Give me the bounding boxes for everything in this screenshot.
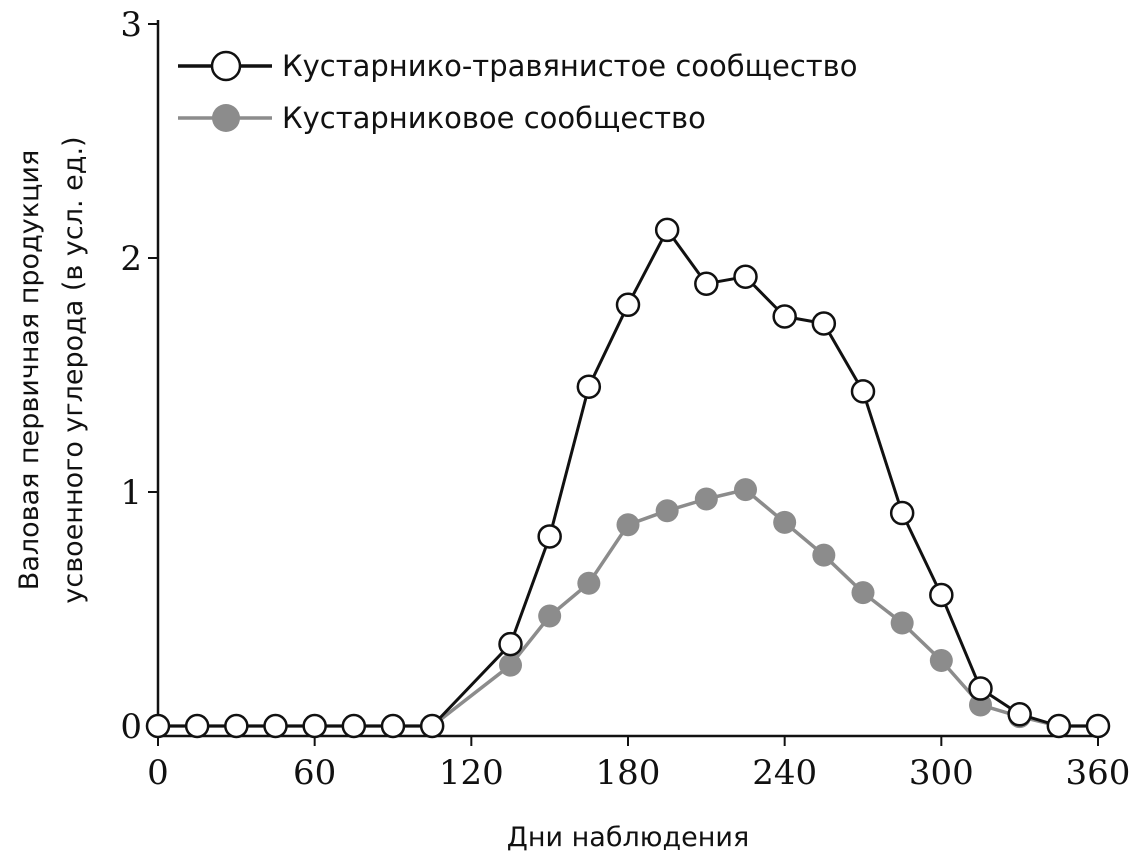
y-tick-label: 3	[120, 5, 142, 45]
data-point	[538, 604, 562, 628]
data-point	[1085, 713, 1111, 739]
data-point	[1046, 713, 1072, 739]
data-point	[616, 513, 640, 537]
data-point	[773, 510, 797, 534]
x-tick-label: 0	[147, 753, 169, 793]
open-circle-icon	[210, 50, 242, 82]
chart-ticks: 0 60 120 180 240 300 360 0 1 2 3	[120, 5, 1130, 793]
y-axis-title-line1: Валовая первичная продукция	[14, 150, 45, 590]
y-tick-label: 1	[120, 473, 142, 513]
data-point	[968, 676, 993, 701]
data-point	[302, 713, 327, 739]
data-point	[929, 582, 954, 608]
data-point	[498, 631, 523, 657]
data-point	[263, 713, 288, 739]
y-axis-title-line2: усвоенного углерода (в усл. ед.)	[58, 136, 89, 603]
x-axis-title: Дни наблюдения	[507, 822, 749, 853]
x-tick-label: 120	[439, 753, 504, 793]
x-tick-label: 300	[909, 753, 974, 793]
legend-label: Кустарниковое сообщество	[282, 101, 706, 135]
data-point	[734, 478, 757, 502]
filled-circle-icon	[212, 104, 240, 132]
data-point	[145, 713, 171, 739]
data-point	[615, 292, 641, 318]
legend-item-2: Кустарниковое сообщество	[178, 101, 706, 135]
legend-label: Кустарнико-травянистое сообщество	[282, 49, 858, 83]
series-2	[146, 478, 1110, 738]
data-point	[889, 500, 915, 526]
data-point	[499, 653, 522, 677]
data-point	[811, 311, 837, 336]
data-point	[184, 713, 210, 739]
data-point	[733, 264, 758, 289]
x-tick-label: 180	[596, 753, 661, 793]
data-point	[929, 648, 953, 672]
y-tick-label: 2	[120, 239, 142, 279]
data-point	[655, 499, 679, 523]
data-point	[537, 524, 562, 549]
x-tick-label: 60	[293, 753, 336, 793]
legend-item-1: Кустарнико-травянистое сообщество	[178, 49, 858, 83]
data-point	[694, 487, 718, 511]
x-tick-label: 240	[752, 753, 817, 793]
data-point	[654, 217, 680, 243]
data-point	[577, 571, 601, 595]
chart-series	[145, 217, 1111, 739]
data-point	[850, 379, 876, 404]
x-tick-label: 360	[1066, 753, 1131, 793]
data-point	[341, 713, 367, 739]
data-point	[380, 713, 406, 739]
data-point	[694, 271, 719, 296]
chart-legend: Кустарнико-травянистое сообщество Кустарн…	[178, 49, 858, 135]
y-tick-label: 0	[120, 707, 142, 747]
data-point	[812, 543, 836, 567]
data-point	[576, 374, 602, 399]
data-point	[224, 713, 249, 739]
series-1	[145, 217, 1111, 739]
data-point	[419, 713, 445, 739]
data-point	[851, 581, 875, 605]
data-point	[772, 304, 797, 329]
data-point	[1007, 702, 1032, 727]
data-point	[890, 611, 914, 635]
